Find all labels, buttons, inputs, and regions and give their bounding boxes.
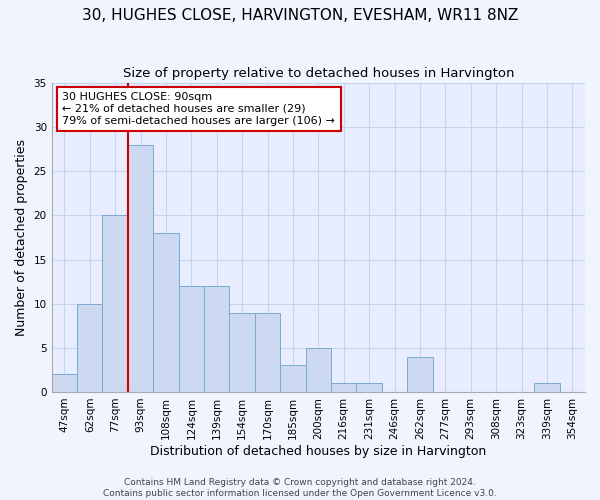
Bar	[204, 286, 229, 392]
Bar	[179, 286, 204, 392]
Bar	[153, 233, 179, 392]
Title: Size of property relative to detached houses in Harvington: Size of property relative to detached ho…	[122, 68, 514, 80]
Text: 30 HUGHES CLOSE: 90sqm
← 21% of detached houses are smaller (29)
79% of semi-det: 30 HUGHES CLOSE: 90sqm ← 21% of detached…	[62, 92, 335, 126]
Bar	[77, 304, 103, 392]
X-axis label: Distribution of detached houses by size in Harvington: Distribution of detached houses by size …	[150, 444, 487, 458]
Bar	[229, 312, 255, 392]
Bar	[407, 356, 433, 392]
Text: 30, HUGHES CLOSE, HARVINGTON, EVESHAM, WR11 8NZ: 30, HUGHES CLOSE, HARVINGTON, EVESHAM, W…	[82, 8, 518, 22]
Bar	[103, 216, 128, 392]
Y-axis label: Number of detached properties: Number of detached properties	[15, 139, 28, 336]
Bar	[52, 374, 77, 392]
Bar	[305, 348, 331, 392]
Bar	[331, 383, 356, 392]
Bar	[356, 383, 382, 392]
Bar	[255, 312, 280, 392]
Bar	[534, 383, 560, 392]
Bar	[280, 366, 305, 392]
Bar	[128, 145, 153, 392]
Text: Contains HM Land Registry data © Crown copyright and database right 2024.
Contai: Contains HM Land Registry data © Crown c…	[103, 478, 497, 498]
